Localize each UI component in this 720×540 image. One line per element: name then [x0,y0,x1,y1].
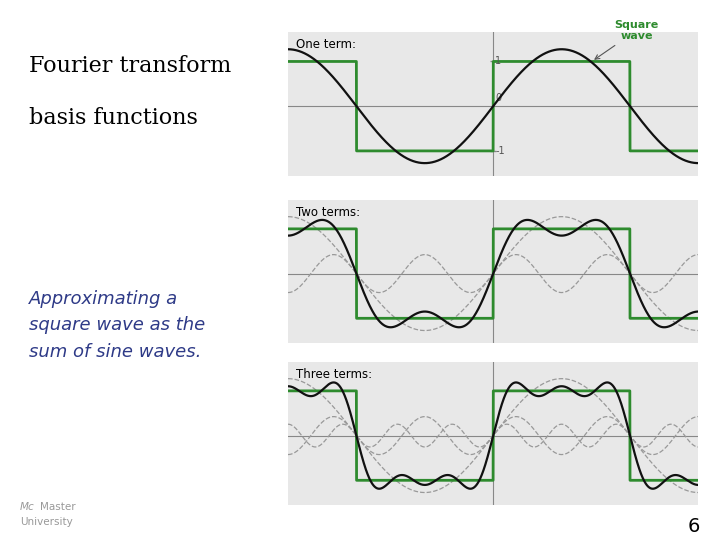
Text: Square
wave: Square wave [595,19,659,59]
Text: 1: 1 [495,57,502,66]
Text: Fourier transform: Fourier transform [29,55,231,77]
Text: -1: -1 [495,146,505,156]
Text: University: University [20,517,73,526]
Text: Master: Master [40,502,76,511]
Text: Two terms:: Two terms: [296,206,360,219]
Text: Mc: Mc [20,502,35,511]
Text: 6: 6 [688,517,701,536]
Text: Approximating a
square wave as the
sum of sine waves.: Approximating a square wave as the sum o… [29,290,205,361]
Text: 0: 0 [495,92,502,103]
Text: Three terms:: Three terms: [296,368,372,381]
Text: One term:: One term: [296,38,356,51]
Text: basis functions: basis functions [29,107,198,129]
